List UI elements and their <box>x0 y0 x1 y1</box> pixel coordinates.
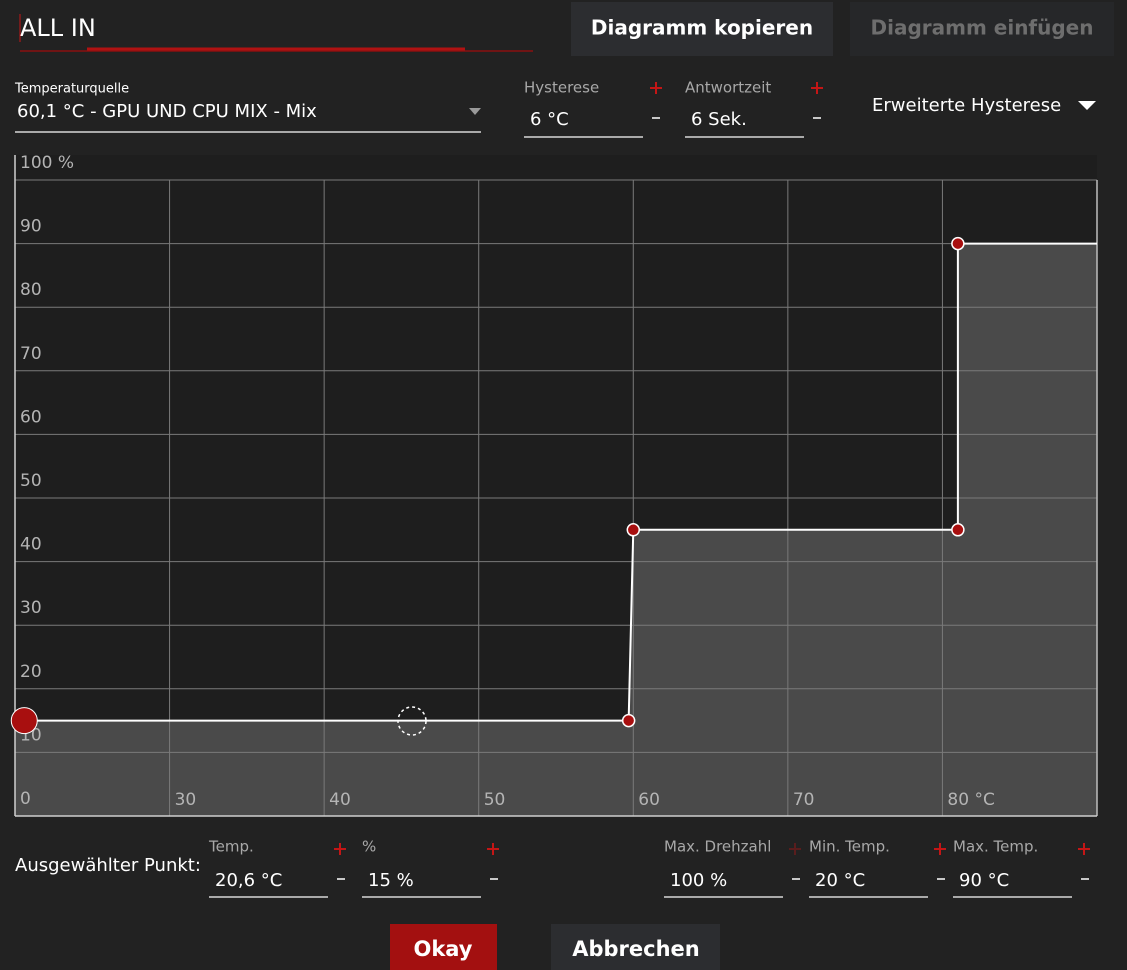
source-value[interactable]: 60,1 °C - GPU UND CPU MIX - Mix <box>17 101 317 122</box>
x-tick-label: 50 <box>484 790 506 810</box>
plus-button[interactable] <box>1078 843 1090 855</box>
ok-button-label[interactable]: Okay <box>413 937 472 961</box>
plus-button[interactable] <box>487 843 499 855</box>
y-tick-label: 0 <box>20 789 31 809</box>
y-tick-label: 90 <box>20 217 42 237</box>
x-tick-label: 70 <box>793 790 815 810</box>
y-tick-label: 50 <box>20 471 42 491</box>
response-value[interactable]: 6 Sek. <box>691 109 747 130</box>
paste-button[interactable] <box>850 2 1114 56</box>
paste-button-label[interactable]: Diagramm einfügen <box>871 16 1094 40</box>
y-tick-label: 80 <box>20 280 42 300</box>
y-tick-label: 20 <box>20 662 42 682</box>
field-value[interactable]: 20,6 °C <box>215 870 282 891</box>
source-label: Temperaturquelle <box>14 82 129 97</box>
hysteresis-label: Hysterese <box>524 79 599 97</box>
plus-button[interactable] <box>789 843 801 855</box>
field-label: Max. Drehzahl <box>664 838 771 856</box>
y-tick-label: 30 <box>20 598 42 618</box>
dropdown-arrow[interactable] <box>469 108 481 115</box>
field-label: Max. Temp. <box>953 838 1038 856</box>
x-tick-label: 30 <box>175 790 197 810</box>
field-label: Min. Temp. <box>809 838 890 856</box>
copy-button[interactable] <box>571 2 833 56</box>
x-tick-label: 60 <box>638 790 660 810</box>
curve-point[interactable] <box>621 713 636 728</box>
cancel-button-label[interactable]: Abbrechen <box>572 937 700 961</box>
curve-point[interactable] <box>10 707 38 735</box>
field-label: Temp. <box>208 838 254 856</box>
hysteresis-value[interactable]: 6 °C <box>530 109 569 130</box>
profile-name[interactable]: ALL IN <box>20 14 96 42</box>
y-tick-label: 100 % <box>20 153 74 173</box>
dropdown-arrow[interactable] <box>1078 101 1096 110</box>
y-tick-label: 40 <box>20 535 42 555</box>
y-tick-label: 70 <box>20 344 42 364</box>
plus-button[interactable] <box>811 82 823 94</box>
plus-button[interactable] <box>934 843 946 855</box>
x-tick-label: 80 °C <box>947 790 994 810</box>
field-label: % <box>362 838 376 856</box>
field-value[interactable]: 15 % <box>368 870 414 891</box>
ok-button[interactable] <box>390 924 497 970</box>
plus-button[interactable] <box>650 82 662 94</box>
field-value[interactable]: 100 % <box>670 870 727 891</box>
x-tick-label: 40 <box>329 790 351 810</box>
y-tick-label: 60 <box>20 407 42 427</box>
selected-fields: Temp. 20,6 °C% 15 % Max. Drehzahl 100 % Min. … <box>208 838 1090 898</box>
copy-button-label[interactable]: Diagramm kopieren <box>591 16 813 40</box>
extended-hysteresis[interactable]: Erweiterte Hysterese <box>872 95 1061 116</box>
field-value[interactable]: 90 °C <box>959 870 1009 891</box>
response-label: Antwortzeit <box>685 79 771 97</box>
field-value[interactable]: 20 °C <box>815 870 865 891</box>
area-fill <box>15 243 1097 817</box>
plus-button[interactable] <box>334 843 346 855</box>
selected-label: Ausgewählter Punkt: <box>15 855 201 876</box>
curve-point[interactable] <box>626 523 641 537</box>
curve-point[interactable] <box>951 236 965 251</box>
cancel-button[interactable] <box>551 924 720 970</box>
curve-point[interactable] <box>951 523 965 537</box>
